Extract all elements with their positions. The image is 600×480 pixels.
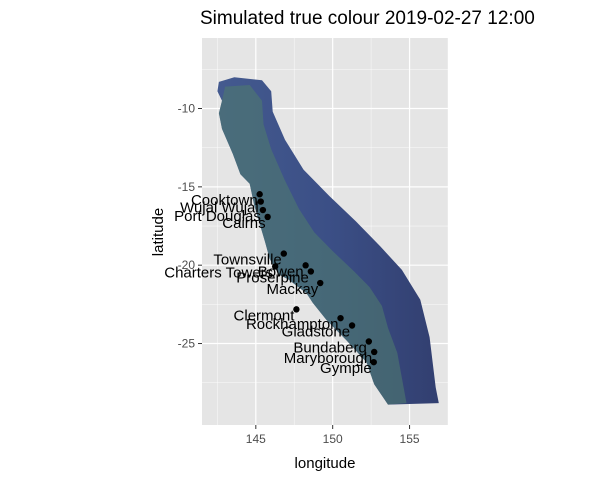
x-tick-label: 155 [400, 432, 420, 446]
town-label: Rockhampton [246, 316, 339, 333]
y-axis: -10 -15 -20 -25 [178, 102, 202, 351]
town-label: Cairns [222, 215, 265, 232]
x-tick-label: 150 [323, 432, 343, 446]
y-tick-label: -20 [178, 258, 196, 272]
town-label: Wujal Wujal [180, 200, 259, 217]
town-point [307, 268, 315, 275]
x-axis: 145 150 155 [246, 425, 420, 446]
town-label: Bowen [258, 263, 304, 280]
town-point [271, 263, 279, 270]
town-label: Clermont [234, 307, 296, 324]
town-point [259, 206, 267, 214]
town-label: Maryborough [284, 350, 372, 367]
town-point [280, 250, 287, 257]
town-label: Cooktown [191, 192, 258, 209]
town-label: Gladstone [282, 324, 350, 341]
town-label: Bundaberg [293, 339, 366, 356]
town-label: Port Douglas [174, 208, 261, 225]
x-axis-title: longitude [295, 455, 356, 472]
town-label: Gympie [320, 360, 372, 377]
town-point [256, 191, 263, 198]
plot-title: Simulated true colour 2019-02-27 12:00 [200, 8, 535, 29]
town-point [317, 279, 324, 287]
town-point [257, 198, 264, 205]
town-point [365, 338, 373, 345]
town-point [293, 306, 300, 313]
town-point [348, 322, 356, 329]
town-point [264, 213, 271, 221]
town-label: Mackay [267, 281, 319, 298]
x-tick-label: 145 [246, 432, 266, 446]
y-tick-label: -15 [178, 180, 196, 194]
town-label: Townsville [213, 252, 281, 269]
y-tick-label: -10 [178, 102, 196, 116]
town-point [337, 314, 344, 322]
town-point [371, 348, 378, 356]
y-tick-label: -25 [178, 337, 196, 351]
y-axis-title: latitude [150, 208, 167, 256]
town-label: Proserpine [236, 269, 309, 286]
reef-band [218, 85, 407, 405]
town-label: Charters Towers [164, 264, 273, 281]
town-point [370, 358, 377, 366]
town-point [302, 262, 309, 269]
